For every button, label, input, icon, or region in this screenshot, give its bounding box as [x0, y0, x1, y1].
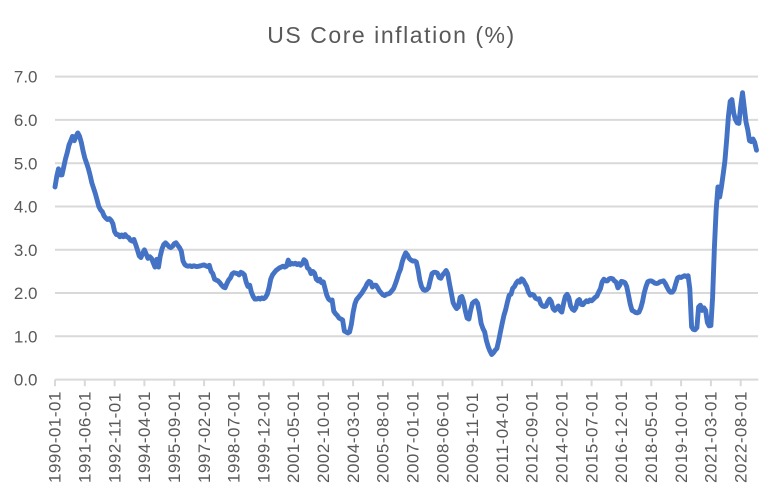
svg-text:1.0: 1.0	[14, 327, 38, 346]
svg-text:0.0: 0.0	[14, 371, 38, 390]
svg-text:1999-12-01: 1999-12-01	[254, 391, 273, 483]
svg-text:2008-06-01: 2008-06-01	[433, 391, 452, 483]
svg-text:2014-02-01: 2014-02-01	[553, 391, 572, 483]
svg-text:2011-04-01: 2011-04-01	[493, 392, 512, 483]
svg-text:2002-10-01: 2002-10-01	[314, 391, 333, 483]
svg-text:1991-06-01: 1991-06-01	[76, 391, 95, 483]
svg-text:2004-03-01: 2004-03-01	[344, 391, 363, 483]
svg-text:2012-09-01: 2012-09-01	[523, 391, 542, 483]
svg-text:2022-08-01: 2022-08-01	[731, 391, 750, 483]
svg-text:US Core inflation (%): US Core inflation (%)	[267, 22, 516, 48]
svg-text:1994-04-01: 1994-04-01	[135, 391, 154, 483]
svg-text:2009-11-01: 2009-11-01	[463, 392, 482, 483]
svg-text:1995-09-01: 1995-09-01	[165, 391, 184, 483]
svg-text:1992-11-01: 1992-11-01	[105, 392, 124, 483]
svg-text:2005-08-01: 2005-08-01	[374, 391, 393, 483]
svg-text:3.0: 3.0	[14, 241, 38, 260]
svg-text:2016-12-01: 2016-12-01	[612, 391, 631, 483]
svg-text:2007-01-01: 2007-01-01	[404, 391, 423, 483]
svg-text:2018-05-01: 2018-05-01	[642, 391, 661, 483]
svg-text:2015-07-01: 2015-07-01	[582, 391, 601, 483]
svg-text:7.0: 7.0	[14, 68, 38, 87]
svg-text:1990-01-01: 1990-01-01	[46, 391, 65, 483]
svg-text:2021-03-01: 2021-03-01	[702, 391, 721, 483]
svg-text:2019-10-01: 2019-10-01	[672, 391, 691, 483]
svg-text:4.0: 4.0	[14, 198, 38, 217]
svg-text:2001-05-01: 2001-05-01	[284, 391, 303, 483]
svg-text:2.0: 2.0	[14, 284, 38, 303]
svg-text:5.0: 5.0	[14, 154, 38, 173]
svg-text:6.0: 6.0	[14, 111, 38, 130]
svg-text:1997-02-01: 1997-02-01	[195, 391, 214, 483]
svg-text:1998-07-01: 1998-07-01	[225, 391, 244, 483]
